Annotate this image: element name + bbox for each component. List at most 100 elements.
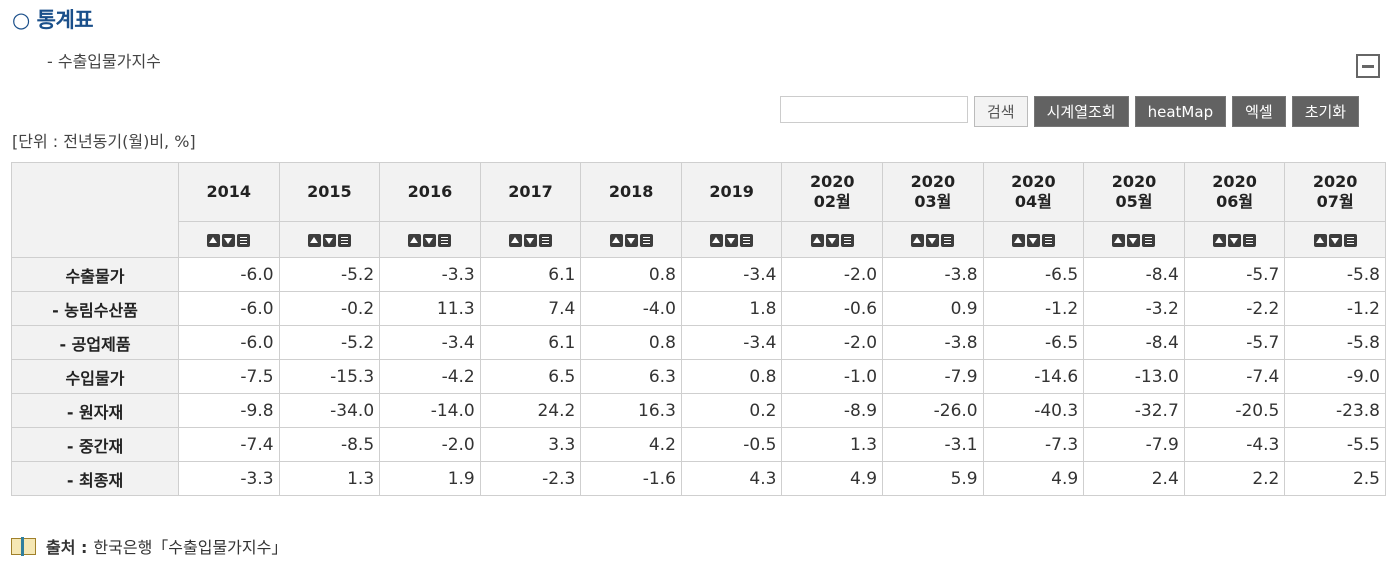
column-header-line1: 2020 <box>1111 172 1157 191</box>
table-cell: -7.9 <box>1083 427 1185 462</box>
table-cell: -3.8 <box>882 257 984 292</box>
sort-desc-icon[interactable] <box>1026 233 1040 247</box>
book-icon <box>10 536 36 556</box>
sort-desc-icon[interactable] <box>322 233 336 247</box>
column-menu-icon[interactable] <box>1243 233 1257 247</box>
column-menu-icon[interactable] <box>740 233 754 247</box>
table-cell: 5.9 <box>882 461 984 496</box>
source-label: 출처 : <box>46 538 88 557</box>
table-cell: -8.9 <box>781 393 884 428</box>
sort-asc-icon[interactable] <box>1112 233 1126 247</box>
table-cell: 6.5 <box>479 359 582 394</box>
table-cell: 1.3 <box>781 427 884 462</box>
sort-controls <box>781 221 884 258</box>
excel-button[interactable]: 엑셀 <box>1232 96 1286 127</box>
table-cell: 4.9 <box>982 461 1085 496</box>
table-cell: -5.2 <box>278 325 381 360</box>
table-cell: 11.3 <box>379 291 481 326</box>
table-cell: 2.4 <box>1083 461 1185 496</box>
sort-desc-icon[interactable] <box>1127 233 1141 247</box>
table-cell: -14.6 <box>982 359 1085 394</box>
table-row: - 원자재 -9.8 -34.0 -14.0 24.2 16.3 0.2 -8.9 -26.0-… <box>11 393 1386 428</box>
sort-desc-icon[interactable] <box>423 233 437 247</box>
column-header-line1: 2020 <box>1212 172 1257 191</box>
corner-header <box>11 162 179 258</box>
sort-desc-icon[interactable] <box>1228 233 1242 247</box>
table-cell: -2.2 <box>1183 291 1286 326</box>
column-menu-icon[interactable] <box>1343 233 1357 247</box>
column-header: 2018 <box>580 162 682 222</box>
sort-asc-icon[interactable] <box>408 233 422 247</box>
table-cell: -5.2 <box>278 257 381 292</box>
column-header-line1: 2016 <box>407 182 453 201</box>
sort-desc-icon[interactable] <box>624 233 638 247</box>
column-menu-icon[interactable] <box>941 233 955 247</box>
table-cell: -7.4 <box>1183 359 1286 394</box>
sort-controls <box>1284 221 1386 258</box>
sort-desc-icon[interactable] <box>1328 233 1342 247</box>
table-row: - 농림수산품 -6.0 -0.2 11.3 7.4 -4.0 1.8 -0.6 0.9 -1.2… <box>11 291 1386 326</box>
table-row: - 중간재 -7.4 -8.5 -2.0 3.3 4.2 -0.5 1.3 -3.1 -7.3 -7… <box>11 427 1386 462</box>
table-cell: -7.9 <box>882 359 984 394</box>
sort-asc-icon[interactable] <box>307 233 321 247</box>
table-cell: -34.0 <box>278 393 381 428</box>
table-cell: -1.6 <box>580 461 682 496</box>
sort-asc-icon[interactable] <box>911 233 925 247</box>
page-title: ○ 통계표 <box>12 8 94 32</box>
table-cell: -5.7 <box>1183 325 1286 360</box>
table-row: - 공업제품 -6.0 -5.2 -3.4 6.1 0.8 -3.4 -2.0 -3.8 -6.5… <box>11 325 1386 360</box>
sort-desc-icon[interactable] <box>222 233 236 247</box>
column-header-line1: 2020 <box>1312 172 1358 191</box>
sort-asc-icon[interactable] <box>1011 233 1025 247</box>
timeseries-button[interactable]: 시계열조회 <box>1033 96 1129 127</box>
table-cell: 1.9 <box>379 461 481 496</box>
column-menu-icon[interactable] <box>337 233 351 247</box>
column-menu-icon[interactable] <box>639 233 653 247</box>
column-menu-icon[interactable] <box>840 233 854 247</box>
sort-controls <box>278 221 381 258</box>
sort-asc-icon[interactable] <box>1213 233 1227 247</box>
sort-asc-icon[interactable] <box>207 233 221 247</box>
column-menu-icon[interactable] <box>539 233 553 247</box>
column-header-line2: 06월 <box>1216 192 1254 211</box>
sort-asc-icon[interactable] <box>810 233 824 247</box>
source-text: 한국은행「수출입물가지수」 <box>93 538 288 557</box>
column-header: 2020 05월 <box>1083 162 1185 222</box>
sort-controls <box>479 221 582 258</box>
table-cell: 6.1 <box>479 257 582 292</box>
column-menu-icon[interactable] <box>1041 233 1055 247</box>
search-button[interactable]: 검색 <box>974 96 1028 127</box>
column-menu-icon[interactable] <box>1142 233 1156 247</box>
sort-asc-icon[interactable] <box>609 233 623 247</box>
row-label: - 중간재 <box>11 427 179 462</box>
table-cell: -15.3 <box>278 359 381 394</box>
sort-controls <box>882 221 984 258</box>
sort-desc-icon[interactable] <box>524 233 538 247</box>
table-cell: 0.8 <box>680 359 783 394</box>
search-input[interactable] <box>780 96 968 123</box>
column-header-line1: 2015 <box>307 182 352 201</box>
column-menu-icon[interactable] <box>438 233 452 247</box>
column-header: 2020 07월 <box>1284 162 1386 222</box>
table-cell: -4.2 <box>379 359 481 394</box>
stats-table: 2014 2015 2016 2017 2018 2019 2020 02월 2020 03월 20… <box>11 162 1386 496</box>
table-cell: -1.0 <box>781 359 884 394</box>
column-header-line2: 07월 <box>1316 192 1354 211</box>
sort-controls <box>1183 221 1286 258</box>
sort-controls <box>680 221 783 258</box>
table-cell: 0.9 <box>882 291 984 326</box>
table-cell: -8.4 <box>1083 325 1185 360</box>
sort-asc-icon[interactable] <box>710 233 724 247</box>
sort-desc-icon[interactable] <box>825 233 839 247</box>
sort-desc-icon[interactable] <box>926 233 940 247</box>
sort-controls <box>580 221 682 258</box>
sort-asc-icon[interactable] <box>1313 233 1327 247</box>
reset-button[interactable]: 초기화 <box>1291 96 1360 127</box>
sort-asc-icon[interactable] <box>509 233 523 247</box>
table-cell: -6.0 <box>178 291 280 326</box>
column-menu-icon[interactable] <box>237 233 251 247</box>
sort-desc-icon[interactable] <box>725 233 739 247</box>
table-cell: -2.0 <box>781 325 884 360</box>
heatmap-button[interactable]: heatMap <box>1134 96 1227 127</box>
collapse-icon[interactable] <box>1356 54 1380 78</box>
